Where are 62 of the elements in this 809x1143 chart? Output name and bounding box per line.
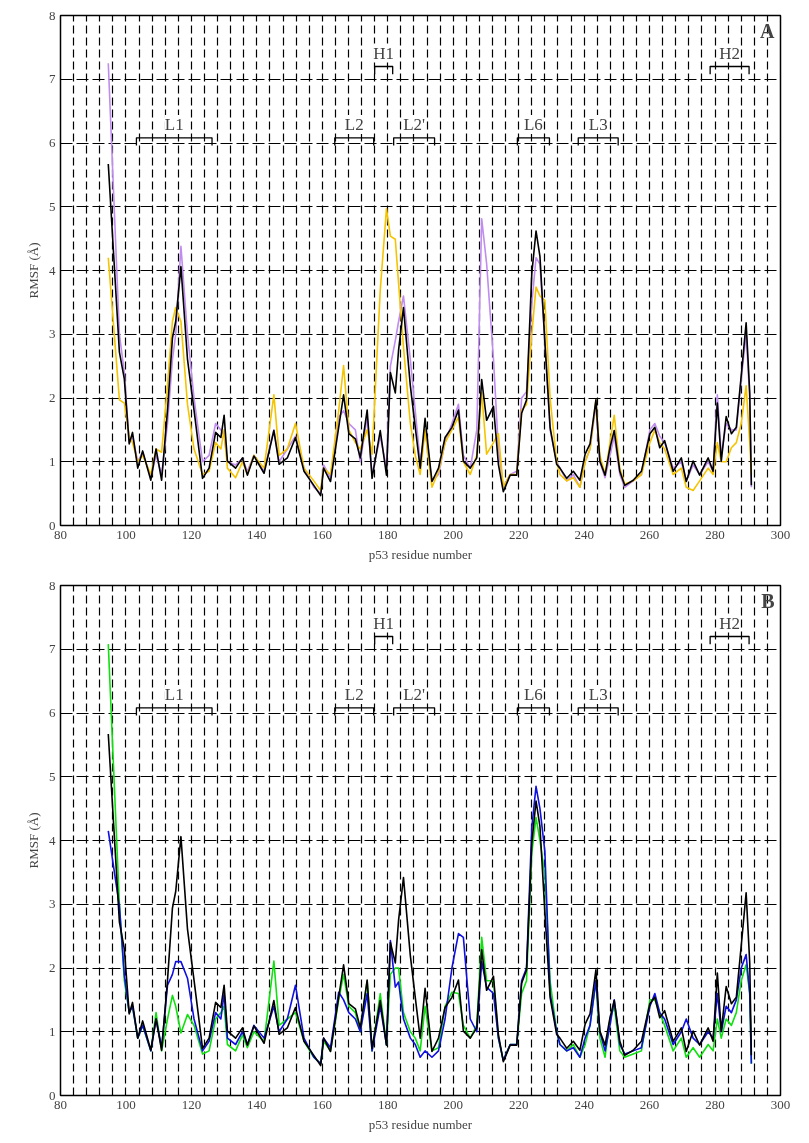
y-tick-label: 4 [49,262,56,278]
x-tick-label: 280 [705,526,725,542]
x-tick-label: 260 [639,1096,660,1112]
x-tick-label: 180 [378,526,398,542]
x-tick-label: 300 [770,1096,791,1112]
x-tick-label: 240 [574,1096,594,1112]
y-tick-label: 3 [49,896,56,912]
x-tick-label: 120 [181,526,202,542]
annotation: L1 [164,114,184,134]
x-tick-label: 200 [443,1096,463,1112]
y-tick-label: 0 [49,517,56,533]
x-tick-label: 160 [312,526,333,542]
x-tick-label: 160 [312,1096,333,1112]
annotation: L2 [344,684,364,704]
x-tick-label: 260 [639,526,660,542]
annotation: L3 [588,684,608,704]
x-axis-title: p53 residue number [368,1116,473,1132]
x-axis-title: p53 residue number [368,546,473,562]
x-tick-label: 100 [116,526,136,542]
x-tick-label: 300 [770,526,791,542]
y-tick-label: 8 [49,577,56,593]
y-tick-label: 6 [49,705,56,720]
y-tick-label: 6 [49,135,56,150]
y-tick-label: 4 [49,832,56,848]
y-axis-title: RMSF (Å) [26,812,41,869]
x-tick-label: 220 [508,1096,529,1112]
annotation: L2 [344,114,364,134]
x-tick-label: 80 [54,1096,67,1112]
y-tick-label: 1 [49,1023,56,1039]
annotation: H2 [719,613,740,633]
x-tick-label: 240 [574,526,594,542]
chart-title: B [761,589,775,612]
x-tick-label: 200 [443,526,463,542]
x-tick-label: 220 [508,526,529,542]
annotation: H1 [373,613,395,633]
x-tick-label: 140 [247,526,267,542]
x-tick-label: 280 [705,1096,725,1112]
x-tick-label: 180 [378,1096,398,1112]
annotation: L2' [403,114,426,134]
y-tick-label: 5 [49,198,56,214]
chart-title: A [760,19,776,42]
annotation: L6 [523,684,543,704]
y-tick-label: 8 [49,7,56,23]
annotation: L1 [164,684,184,704]
y-tick-label: 2 [49,960,56,975]
x-tick-label: 80 [54,526,67,542]
x-tick-label: 140 [247,1096,267,1112]
y-tick-label: 0 [49,1087,56,1103]
y-tick-label: 5 [49,768,56,784]
y-tick-label: 7 [49,71,56,87]
annotation: H1 [373,43,395,63]
y-tick-label: 1 [49,453,56,469]
y-tick-label: 2 [49,390,56,405]
y-tick-label: 3 [49,326,56,342]
annotation: L2' [403,684,426,704]
x-tick-label: 100 [116,1096,136,1112]
annotation: H2 [719,43,740,63]
annotation: L6 [523,114,543,134]
y-tick-label: 7 [49,641,56,657]
x-tick-label: 120 [181,1096,202,1112]
y-axis-title: RMSF (Å) [26,242,41,299]
annotation: L3 [588,114,608,134]
